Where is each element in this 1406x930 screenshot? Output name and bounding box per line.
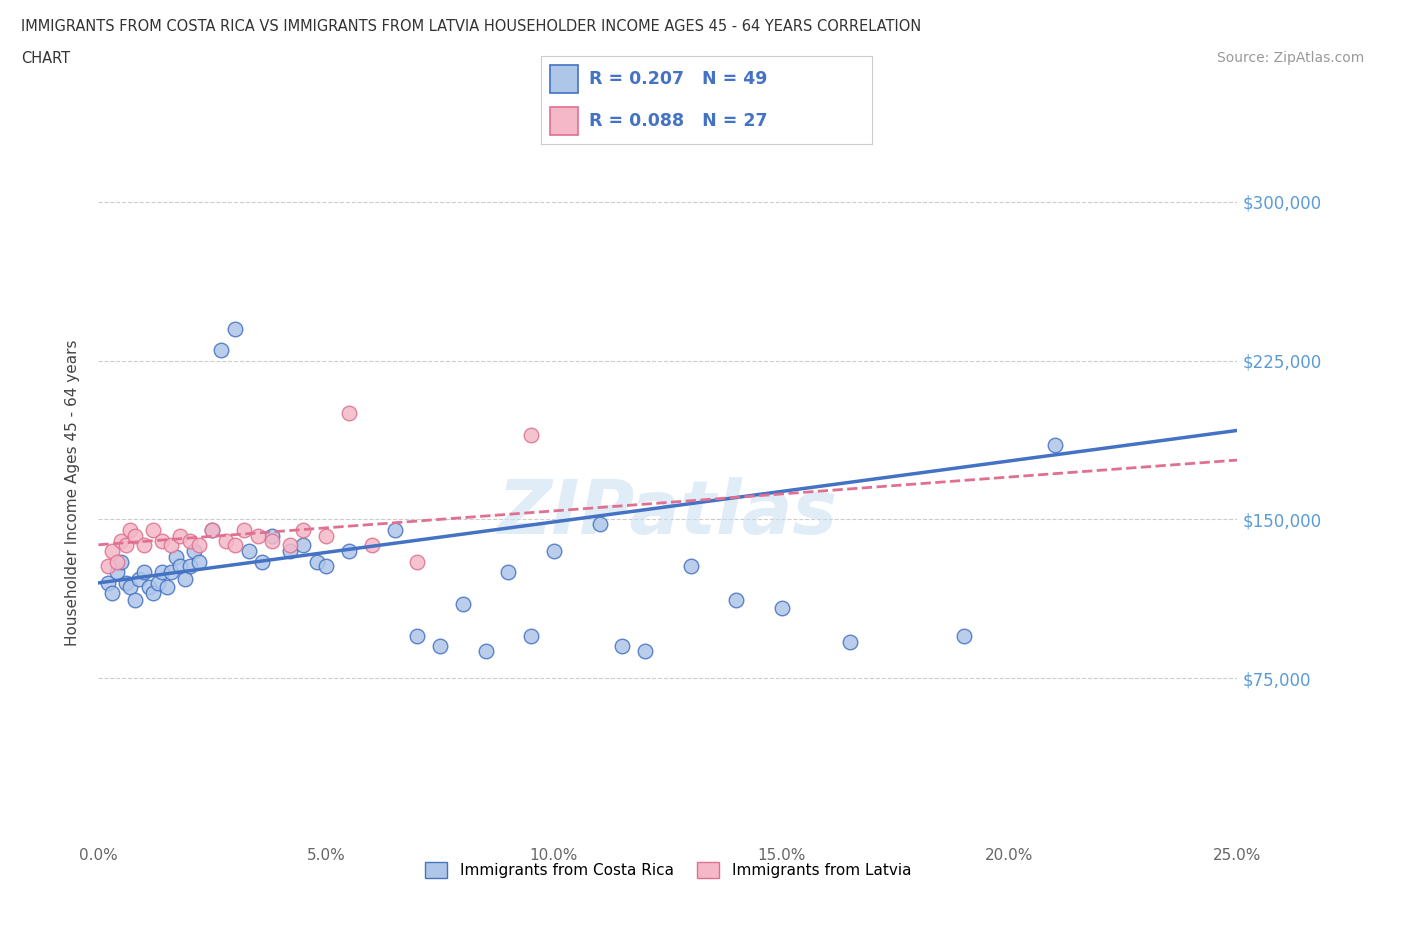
Point	[142, 586, 165, 601]
Point	[588, 516, 610, 531]
Point	[337, 544, 360, 559]
Point	[114, 576, 136, 591]
Point	[384, 523, 406, 538]
Point	[246, 529, 269, 544]
Point	[725, 592, 748, 607]
Point	[679, 559, 702, 574]
Point	[260, 529, 283, 544]
Point	[110, 533, 132, 548]
Point	[156, 579, 179, 594]
Text: Source: ZipAtlas.com: Source: ZipAtlas.com	[1216, 51, 1364, 65]
Point	[187, 538, 209, 552]
Point	[292, 538, 315, 552]
Point	[201, 523, 224, 538]
Point	[209, 342, 232, 357]
Point	[114, 538, 136, 552]
Point	[406, 629, 429, 644]
Point	[201, 523, 224, 538]
Point	[224, 322, 246, 337]
Point	[105, 554, 128, 569]
Point	[110, 554, 132, 569]
Point	[307, 554, 329, 569]
Point	[337, 406, 360, 421]
Point	[124, 529, 146, 544]
Point	[406, 554, 429, 569]
FancyBboxPatch shape	[550, 107, 578, 136]
Point	[451, 597, 474, 612]
Point	[839, 635, 862, 650]
Point	[150, 565, 173, 579]
Point	[132, 565, 155, 579]
Point	[146, 576, 169, 591]
Point	[315, 529, 337, 544]
Point	[120, 579, 142, 594]
Text: IMMIGRANTS FROM COSTA RICA VS IMMIGRANTS FROM LATVIA HOUSEHOLDER INCOME AGES 45 : IMMIGRANTS FROM COSTA RICA VS IMMIGRANTS…	[21, 19, 921, 33]
Point	[215, 533, 238, 548]
Point	[498, 565, 520, 579]
Point	[953, 629, 976, 644]
Point	[160, 565, 183, 579]
Point	[160, 538, 183, 552]
Point	[429, 639, 451, 654]
Point	[1043, 438, 1066, 453]
Point	[292, 523, 315, 538]
Point	[360, 538, 382, 552]
Point	[101, 586, 124, 601]
Text: ZIPatlas: ZIPatlas	[498, 477, 838, 550]
Point	[120, 523, 142, 538]
Point	[183, 544, 205, 559]
Point	[238, 544, 260, 559]
Point	[770, 601, 793, 616]
Point	[278, 544, 301, 559]
Point	[474, 644, 496, 658]
Point	[543, 544, 565, 559]
Point	[187, 554, 209, 569]
Text: CHART: CHART	[21, 51, 70, 66]
Point	[96, 559, 118, 574]
Point	[233, 523, 256, 538]
Point	[252, 554, 274, 569]
Point	[150, 533, 173, 548]
Point	[260, 533, 283, 548]
Point	[138, 579, 160, 594]
Point	[278, 538, 301, 552]
Point	[612, 639, 634, 654]
Point	[128, 571, 150, 586]
Point	[101, 544, 124, 559]
Point	[132, 538, 155, 552]
Point	[174, 571, 197, 586]
Point	[142, 523, 165, 538]
FancyBboxPatch shape	[550, 65, 578, 93]
Point	[634, 644, 657, 658]
Text: R = 0.088   N = 27: R = 0.088 N = 27	[589, 113, 768, 130]
Point	[179, 533, 201, 548]
Point	[520, 427, 543, 442]
Text: R = 0.207   N = 49: R = 0.207 N = 49	[589, 70, 768, 87]
Point	[124, 592, 146, 607]
Point	[165, 550, 187, 565]
Point	[315, 559, 337, 574]
Point	[96, 576, 118, 591]
Y-axis label: Householder Income Ages 45 - 64 years: Householder Income Ages 45 - 64 years	[65, 339, 80, 646]
Point	[105, 565, 128, 579]
Point	[179, 559, 201, 574]
Point	[169, 559, 191, 574]
Point	[169, 529, 191, 544]
Point	[224, 538, 246, 552]
Point	[520, 629, 543, 644]
Legend: Immigrants from Costa Rica, Immigrants from Latvia: Immigrants from Costa Rica, Immigrants f…	[419, 857, 917, 884]
